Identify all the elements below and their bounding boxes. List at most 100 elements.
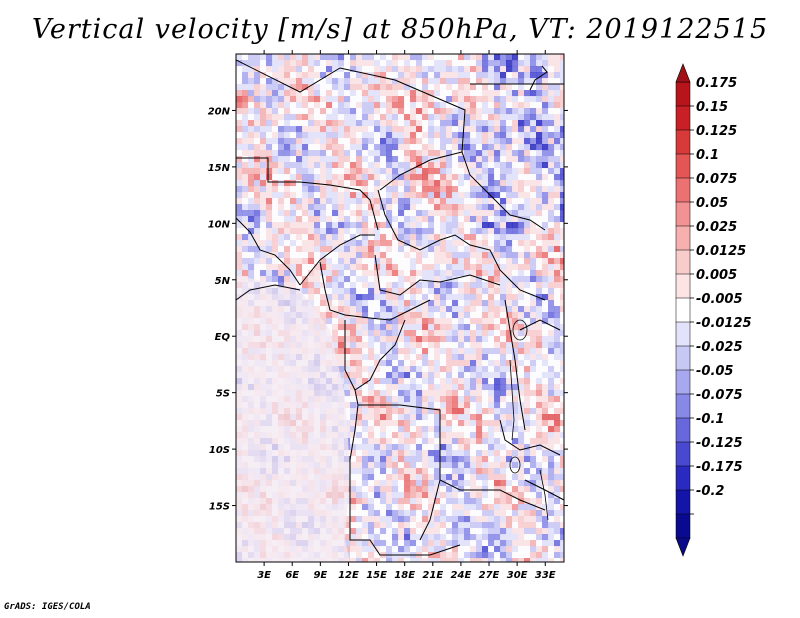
field-cell [434,348,441,355]
field-cell [350,270,357,277]
field-cell [446,156,453,163]
field-cell [452,324,459,331]
field-cell [494,432,501,439]
field-cell [338,288,345,295]
field-cell [524,60,531,67]
field-cell [416,60,423,67]
field-cell [308,258,315,265]
field-cell [470,54,477,61]
field-cell [446,54,453,61]
field-cell [398,444,405,451]
field-cell [518,90,525,97]
colorbar-label: -0.1 [696,412,724,427]
field-cell [434,336,441,343]
field-cell [506,486,513,493]
field-cell [554,396,561,403]
field-cell [530,486,537,493]
field-cell [356,408,363,415]
field-cell [386,384,393,391]
field-cell [254,264,261,271]
field-cell [398,546,405,553]
field-cell [404,378,411,385]
field-cell [554,486,561,493]
field-cell [518,300,525,307]
field-cell [428,282,435,289]
field-cell [524,54,531,61]
field-cell [554,210,561,217]
field-cell [392,114,399,121]
field-cell [488,534,495,541]
field-cell [500,60,507,67]
field-cell [452,336,459,343]
field-cell [524,180,531,187]
field-cell [392,144,399,151]
field-cell [374,186,381,193]
field-cell [536,90,543,97]
field-cell [476,516,483,523]
field-cell [422,384,429,391]
field-cell [434,60,441,67]
field-cell [326,210,333,217]
field-cell [404,432,411,439]
field-cell [482,240,489,247]
field-cell [428,216,435,223]
field-cell [260,114,267,121]
field-cell [320,258,327,265]
field-cell [554,168,561,175]
colorbar-label: -0.2 [696,484,724,499]
field-cell [368,486,375,493]
field-cell [560,66,564,73]
field-cell [380,540,387,547]
field-cell [452,240,459,247]
field-cell [524,432,531,439]
field-cell [362,228,369,235]
field-cell [542,216,549,223]
field-cell [356,348,363,355]
field-cell [464,528,471,535]
field-cell [488,204,495,211]
field-cell [392,222,399,229]
field-cell [512,402,519,409]
field-cell [368,258,375,265]
field-cell [422,234,429,241]
field-cell [392,120,399,127]
field-cell [560,498,564,505]
field-cell [392,336,399,343]
field-cell [392,324,399,331]
field-cell [548,252,555,259]
field-cell [548,498,555,505]
field-cell [266,198,273,205]
field-cell [350,138,357,145]
lon-tick-label: 12E [338,570,359,581]
field-cell [512,486,519,493]
field-cell [440,210,447,217]
field-cell [470,252,477,259]
field-cell [362,72,369,79]
field-cell [344,330,351,337]
field-cell [356,162,363,169]
field-cell [392,408,399,415]
field-cell [362,270,369,277]
field-cell [530,336,537,343]
field-cell [500,54,507,61]
field-cell [356,294,363,301]
field-cell [518,492,525,499]
field-cell [320,264,327,271]
field-cell [284,222,291,229]
field-cell [452,162,459,169]
field-cell [416,288,423,295]
field-cell [476,366,483,373]
field-cell [332,258,339,265]
field-cell [560,96,564,103]
field-cell [464,120,471,127]
field-cell [542,180,549,187]
field-cell [488,222,495,229]
field-cell [542,420,549,427]
field-cell [380,378,387,385]
lat-tick-label: 10N [208,219,231,230]
field-cell [482,444,489,451]
field-cell [470,336,477,343]
field-cell [278,102,285,109]
colorbar-segment [675,513,691,539]
field-cell [506,246,513,253]
